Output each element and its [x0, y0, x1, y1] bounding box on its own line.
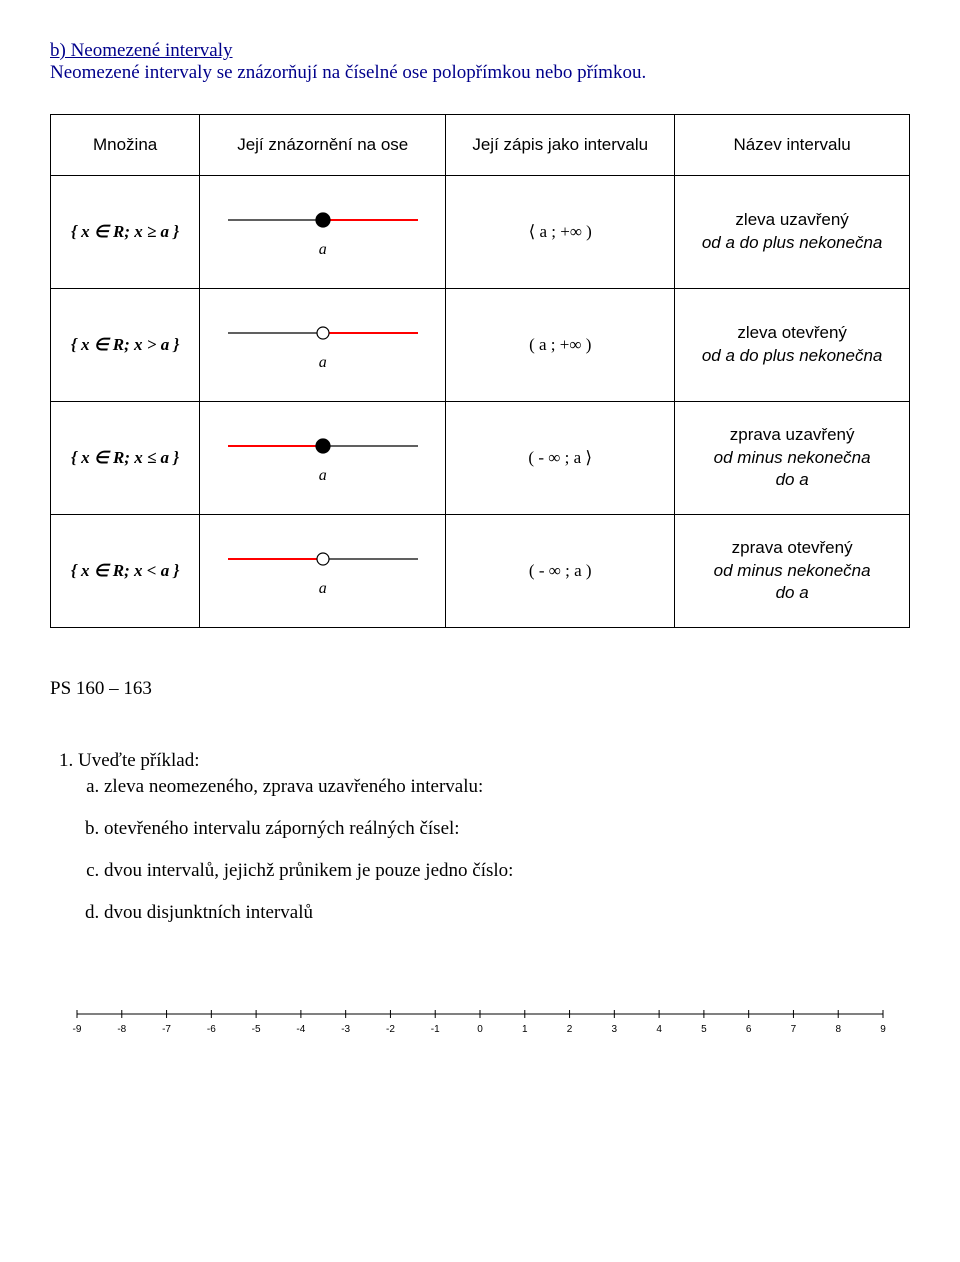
interval-name: zprava otevřenýod minus nekonečnado a — [675, 515, 910, 628]
axis-diagram — [228, 432, 418, 460]
task-item: Uveďte příklad: zleva neomezeného, zprav… — [78, 750, 910, 924]
intro-text: Neomezené intervaly se znázorňují na čís… — [50, 62, 910, 84]
point-label: a — [228, 354, 418, 372]
col-header: Její zápis jako intervalu — [446, 115, 675, 176]
heading-text: b) Neomezené intervaly — [50, 40, 233, 61]
axis-diagram-cell: a — [200, 176, 446, 289]
interval-notation: ( a ; +∞ ) — [446, 289, 675, 402]
subtask-item: otevřeného intervalu záporných reálných … — [104, 818, 910, 840]
interval-notation: ( - ∞ ; a ) — [446, 515, 675, 628]
interval-name: zprava uzavřenýod minus nekonečnado a — [675, 402, 910, 515]
svg-text:1: 1 — [522, 1024, 528, 1035]
ps-reference: PS 160 – 163 — [50, 678, 910, 700]
point-label: a — [228, 467, 418, 485]
table-row: { x ∈ R; x ≤ a } a ( - ∞ ; a ⟩zprava uzavř… — [51, 402, 910, 515]
table-header-row: Množina Její znázornění na ose Její zápi… — [51, 115, 910, 176]
svg-text:-7: -7 — [162, 1024, 171, 1035]
point-label: a — [228, 580, 418, 598]
col-header: Množina — [51, 115, 200, 176]
svg-text:2: 2 — [567, 1024, 573, 1035]
table-row: { x ∈ R; x ≥ a } a ⟨ a ; +∞ )zleva uzavřen… — [51, 176, 910, 289]
intervals-table: Množina Její znázornění na ose Její zápi… — [50, 114, 910, 628]
col-header: Název intervalu — [675, 115, 910, 176]
number-line: -9 -8 -7 -6 -5 -4 -3 -2 -1 0 1 2 3 4 5 6 7 8 9 — [50, 1004, 910, 1046]
axis-diagram-cell: a — [200, 289, 446, 402]
task-list: Uveďte příklad: zleva neomezeného, zprav… — [50, 750, 910, 924]
interval-name: zleva otevřenýod a do plus nekonečna — [675, 289, 910, 402]
set-notation: { x ∈ R; x < a } — [51, 515, 200, 628]
task-intro: Uveďte příklad: — [78, 750, 200, 771]
svg-text:3: 3 — [612, 1024, 618, 1035]
point-label: a — [228, 241, 418, 259]
svg-text:-8: -8 — [117, 1024, 126, 1035]
interval-name: zleva uzavřenýod a do plus nekonečna — [675, 176, 910, 289]
axis-diagram — [228, 545, 418, 573]
svg-text:-9: -9 — [73, 1024, 82, 1035]
set-notation: { x ∈ R; x > a } — [51, 289, 200, 402]
svg-text:8: 8 — [835, 1024, 841, 1035]
svg-text:7: 7 — [791, 1024, 797, 1035]
interval-notation: ⟨ a ; +∞ ) — [446, 176, 675, 289]
svg-text:6: 6 — [746, 1024, 752, 1035]
axis-diagram — [228, 206, 418, 234]
svg-text:5: 5 — [701, 1024, 707, 1035]
svg-text:-6: -6 — [207, 1024, 216, 1035]
svg-text:9: 9 — [880, 1024, 886, 1035]
table-row: { x ∈ R; x < a } a ( - ∞ ; a )zprava otevř… — [51, 515, 910, 628]
svg-text:0: 0 — [477, 1024, 483, 1035]
axis-diagram-cell: a — [200, 402, 446, 515]
set-notation: { x ∈ R; x ≥ a } — [51, 176, 200, 289]
set-notation: { x ∈ R; x ≤ a } — [51, 402, 200, 515]
axis-diagram-cell: a — [200, 515, 446, 628]
axis-diagram — [228, 319, 418, 347]
col-header: Její znázornění na ose — [200, 115, 446, 176]
subtask-item: dvou intervalů, jejichž průnikem je pouz… — [104, 860, 910, 882]
subtask-list: zleva neomezeného, zprava uzavřeného int… — [78, 776, 910, 924]
subtask-item: zleva neomezeného, zprava uzavřeného int… — [104, 776, 910, 798]
svg-text:-3: -3 — [341, 1024, 350, 1035]
svg-text:-4: -4 — [296, 1024, 305, 1035]
svg-text:-2: -2 — [386, 1024, 395, 1035]
svg-text:-5: -5 — [252, 1024, 261, 1035]
table-row: { x ∈ R; x > a } a ( a ; +∞ )zleva otevřen… — [51, 289, 910, 402]
section-heading: b) Neomezené intervaly — [50, 40, 910, 62]
svg-text:-1: -1 — [431, 1024, 440, 1035]
interval-notation: ( - ∞ ; a ⟩ — [446, 402, 675, 515]
subtask-item: dvou disjunktních intervalů — [104, 902, 910, 924]
svg-text:4: 4 — [656, 1024, 662, 1035]
